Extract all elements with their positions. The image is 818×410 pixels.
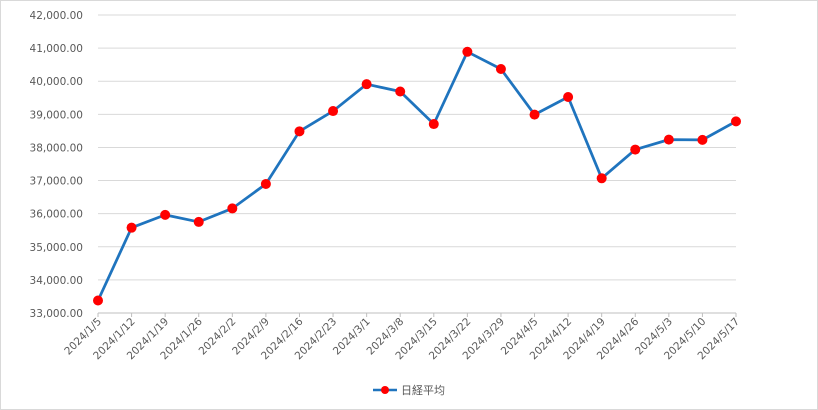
data-point xyxy=(328,106,339,117)
data-point xyxy=(529,109,540,120)
y-tick-label: 37,000.00 xyxy=(30,176,83,188)
y-tick-label: 39,000.00 xyxy=(30,109,83,121)
legend-marker xyxy=(381,386,389,394)
data-point xyxy=(93,295,103,306)
y-tick-label: 36,000.00 xyxy=(30,209,83,221)
data-point xyxy=(663,134,674,145)
legend-label: 日経平均 xyxy=(401,384,445,397)
data-point xyxy=(160,209,171,220)
data-point xyxy=(126,222,137,233)
y-tick-label: 41,000.00 xyxy=(30,43,83,55)
data-point xyxy=(462,46,473,57)
data-point xyxy=(294,126,305,137)
x-axis-ticks: 2024/1/52024/1/122024/1/192024/1/262024/… xyxy=(62,313,742,362)
y-tick-label: 33,000.00 xyxy=(30,308,83,320)
data-point xyxy=(495,64,506,75)
data-point xyxy=(260,178,271,189)
gridlines xyxy=(98,14,736,314)
data-point xyxy=(193,216,204,227)
data-point xyxy=(697,134,708,145)
data-point xyxy=(563,91,574,102)
data-point xyxy=(227,203,238,214)
y-tick-label: 38,000.00 xyxy=(30,142,83,154)
series-layer xyxy=(93,46,741,306)
y-tick-label: 40,000.00 xyxy=(30,76,83,88)
data-point xyxy=(361,79,372,90)
y-tick-label: 42,000.00 xyxy=(30,10,83,22)
y-tick-label: 34,000.00 xyxy=(30,275,83,287)
data-point xyxy=(596,173,607,184)
data-point xyxy=(395,86,406,97)
legend: 日経平均 xyxy=(373,384,445,397)
data-point xyxy=(731,116,741,127)
data-point xyxy=(428,119,439,130)
series-line xyxy=(96,50,737,302)
y-axis-ticks: 33,000.00 34,000.00 35,000.00 36,000.00 37,0… xyxy=(30,10,83,320)
data-point xyxy=(630,144,641,155)
y-tick-label: 35,000.00 xyxy=(30,242,83,254)
